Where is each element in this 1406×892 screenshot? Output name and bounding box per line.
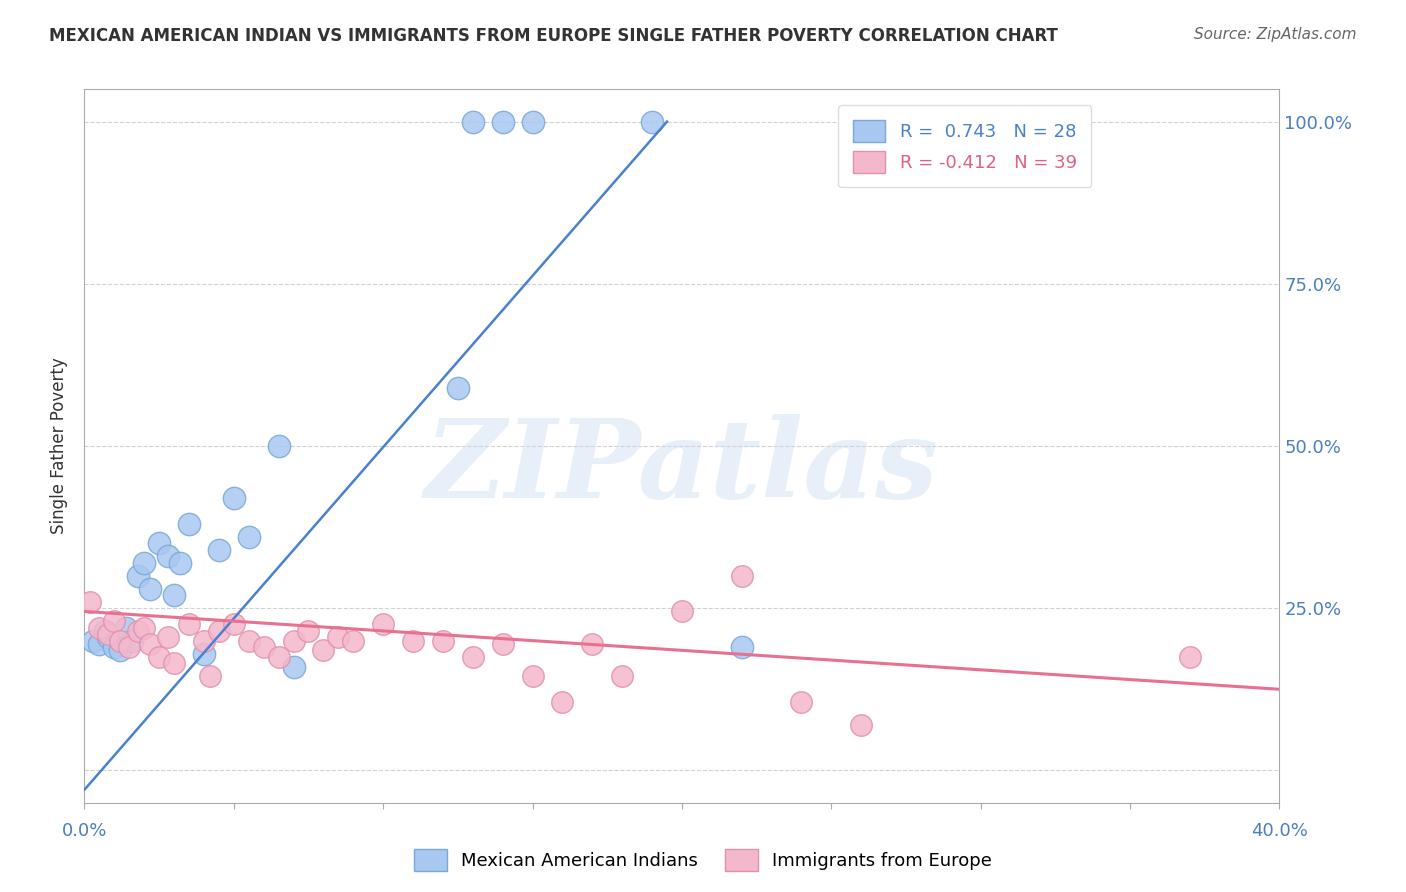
Point bbox=[283, 659, 305, 673]
Point bbox=[139, 637, 162, 651]
Point bbox=[267, 439, 290, 453]
Point bbox=[222, 491, 245, 505]
Point bbox=[193, 647, 215, 661]
Point bbox=[94, 624, 117, 638]
Point bbox=[253, 640, 276, 654]
Point bbox=[163, 588, 186, 602]
Point bbox=[492, 637, 515, 651]
Point bbox=[522, 114, 544, 128]
Legend: R =  0.743   N = 28, R = -0.412   N = 39: R = 0.743 N = 28, R = -0.412 N = 39 bbox=[838, 105, 1091, 187]
Point bbox=[97, 631, 120, 645]
Point bbox=[447, 381, 470, 395]
Point bbox=[641, 114, 664, 128]
Point bbox=[671, 604, 693, 618]
Point bbox=[267, 649, 290, 664]
Point bbox=[1178, 649, 1201, 664]
Point bbox=[148, 649, 170, 664]
Point bbox=[163, 657, 186, 671]
Text: 0.0%: 0.0% bbox=[62, 822, 107, 840]
Text: MEXICAN AMERICAN INDIAN VS IMMIGRANTS FROM EUROPE SINGLE FATHER POVERTY CORRELAT: MEXICAN AMERICAN INDIAN VS IMMIGRANTS FR… bbox=[49, 27, 1059, 45]
Point bbox=[373, 617, 395, 632]
Point bbox=[169, 556, 191, 570]
Point bbox=[790, 695, 813, 709]
Point bbox=[492, 114, 515, 128]
Point bbox=[82, 633, 104, 648]
Point bbox=[461, 114, 484, 128]
Point bbox=[731, 640, 754, 654]
Point bbox=[110, 633, 132, 648]
Point bbox=[328, 631, 350, 645]
Point bbox=[238, 633, 260, 648]
Point bbox=[342, 633, 364, 648]
Point bbox=[110, 643, 132, 657]
Point bbox=[103, 640, 125, 654]
Point bbox=[89, 621, 111, 635]
Point bbox=[312, 643, 335, 657]
Point bbox=[238, 530, 260, 544]
Point bbox=[115, 621, 138, 635]
Point bbox=[612, 669, 634, 683]
Point bbox=[193, 633, 215, 648]
Point bbox=[283, 633, 305, 648]
Point bbox=[551, 695, 574, 709]
Point bbox=[157, 549, 180, 564]
Point bbox=[581, 637, 603, 651]
Text: Source: ZipAtlas.com: Source: ZipAtlas.com bbox=[1194, 27, 1357, 42]
Point bbox=[222, 617, 245, 632]
Text: ZIPatlas: ZIPatlas bbox=[425, 414, 939, 521]
Point bbox=[208, 542, 231, 557]
Text: 40.0%: 40.0% bbox=[1251, 822, 1308, 840]
Point bbox=[118, 640, 141, 654]
Point bbox=[432, 633, 454, 648]
Point bbox=[402, 633, 425, 648]
Point bbox=[851, 718, 873, 732]
Point bbox=[148, 536, 170, 550]
Point bbox=[208, 624, 231, 638]
Point bbox=[132, 556, 156, 570]
Point bbox=[157, 631, 180, 645]
Point bbox=[127, 568, 149, 582]
Point bbox=[731, 568, 754, 582]
Point bbox=[103, 614, 125, 628]
Legend: Mexican American Indians, Immigrants from Europe: Mexican American Indians, Immigrants fro… bbox=[406, 842, 1000, 879]
Point bbox=[89, 637, 111, 651]
Point bbox=[297, 624, 319, 638]
Point bbox=[177, 617, 200, 632]
Point bbox=[127, 624, 149, 638]
Point bbox=[198, 669, 221, 683]
Point bbox=[97, 627, 120, 641]
Point bbox=[121, 633, 143, 648]
Y-axis label: Single Father Poverty: Single Father Poverty bbox=[51, 358, 69, 534]
Point bbox=[177, 516, 200, 531]
Point bbox=[461, 649, 484, 664]
Point bbox=[132, 621, 156, 635]
Point bbox=[79, 595, 101, 609]
Point bbox=[139, 582, 162, 596]
Point bbox=[522, 669, 544, 683]
